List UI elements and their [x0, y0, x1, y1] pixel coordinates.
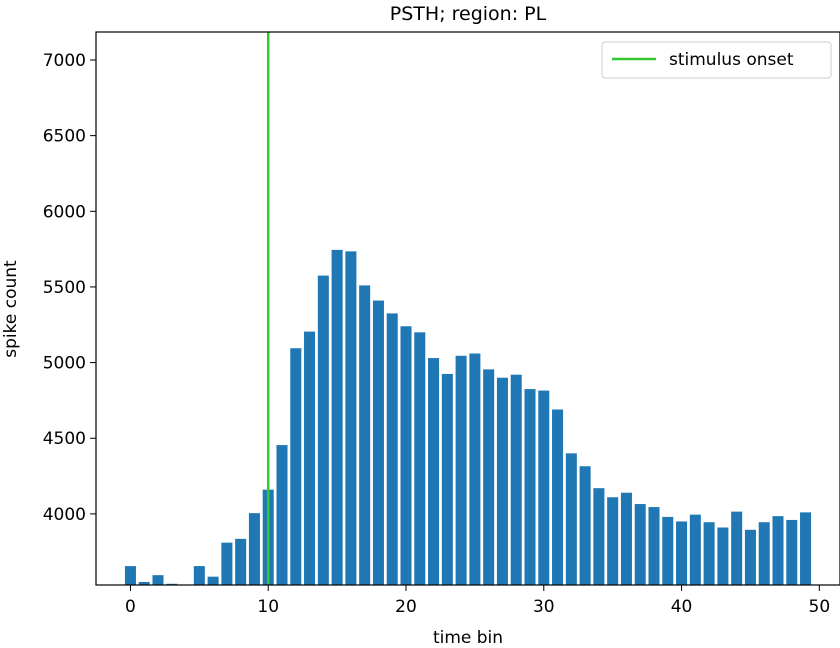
bar — [317, 275, 329, 585]
x-axis-ticks: 0 10 20 30 40 50 — [125, 585, 830, 617]
bar — [634, 504, 646, 585]
bar — [124, 566, 136, 585]
bar — [386, 313, 398, 585]
x-tick-label: 40 — [671, 597, 693, 617]
bar — [290, 348, 302, 585]
bar — [648, 507, 660, 585]
bar — [772, 516, 784, 585]
bar — [193, 566, 205, 585]
bar — [221, 542, 233, 585]
bar — [359, 285, 371, 585]
bar — [428, 358, 440, 585]
bar — [372, 300, 384, 585]
bar — [579, 466, 591, 585]
bar — [662, 516, 674, 585]
bar — [689, 514, 701, 585]
y-tick-label: 6500 — [43, 127, 86, 147]
x-tick-label: 10 — [257, 597, 279, 617]
bar — [207, 576, 219, 585]
chart-title: PSTH; region: PL — [390, 3, 547, 25]
bar — [400, 326, 412, 585]
bar — [441, 373, 453, 585]
y-tick-label: 7000 — [43, 51, 86, 71]
bar — [744, 529, 756, 585]
bar — [152, 575, 164, 585]
bar — [483, 369, 495, 585]
bar — [800, 512, 812, 585]
bar — [565, 453, 577, 585]
bar — [717, 527, 729, 585]
bar — [758, 522, 770, 585]
bar — [786, 519, 798, 585]
bar — [455, 355, 467, 585]
bar — [248, 513, 260, 585]
bar — [414, 332, 426, 585]
bar — [276, 445, 288, 585]
x-tick-label: 50 — [809, 597, 831, 617]
bar — [166, 583, 178, 585]
bar — [593, 488, 605, 585]
y-tick-label: 4500 — [43, 429, 86, 449]
legend: stimulus onset — [601, 41, 832, 79]
y-tick-label: 5000 — [43, 354, 86, 374]
y-axis-ticks: 4000 4500 5000 5500 6000 6500 7000 — [43, 51, 96, 525]
bar — [235, 538, 247, 585]
x-tick-label: 20 — [395, 597, 417, 617]
bar — [138, 581, 150, 585]
bar — [703, 522, 715, 585]
x-tick-label: 30 — [533, 597, 555, 617]
bar — [304, 331, 316, 585]
bar-series — [124, 249, 812, 585]
axes — [95, 31, 840, 586]
bar — [676, 521, 688, 585]
legend-box — [601, 41, 832, 79]
plot-frame — [95, 31, 840, 586]
bar — [345, 251, 357, 585]
bar — [510, 374, 522, 585]
bar — [496, 377, 508, 585]
bar — [607, 497, 619, 585]
bar — [331, 249, 343, 585]
y-tick-label: 5500 — [43, 278, 86, 298]
y-axis-label: spike count — [1, 260, 21, 358]
bar — [524, 389, 536, 585]
bar — [620, 492, 632, 585]
y-tick-label: 6000 — [43, 202, 86, 222]
bar — [469, 353, 481, 585]
bar — [552, 409, 564, 585]
x-tick-label: 0 — [125, 597, 136, 617]
x-axis-label: time bin — [433, 628, 503, 648]
y-tick-label: 4000 — [43, 505, 86, 525]
bar — [731, 511, 743, 585]
legend-label: stimulus onset — [669, 50, 794, 70]
bar — [538, 390, 550, 585]
